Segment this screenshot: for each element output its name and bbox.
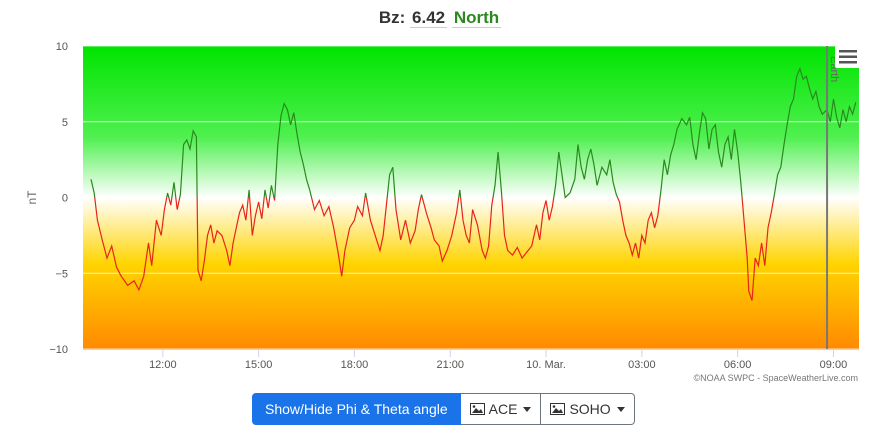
bz-direction: North [451,8,502,28]
image-icon [469,403,485,415]
chart-menu-button[interactable] [835,46,861,68]
x-tick-label: 10. Mar. [526,359,566,371]
y-axis-ticks: 10 5 0 −5 −10 [49,41,68,356]
bz-chart: 10 5 0 −5 −10 12:00 15:00 18:00 21:00 10. Mar. 03… [25,41,859,383]
ace-label: ACE [488,401,518,417]
x-tick-label: 18:00 [341,359,369,371]
y-tick-label: 5 [62,117,68,129]
bz-series-north [90,66,857,198]
toggle-angles-label: Show/Hide Phi & Theta angle [265,401,448,417]
x-tick-label: 12:00 [149,359,177,371]
x-tick-label: 09:00 [820,359,848,371]
bz-label: Bz: [378,8,406,27]
y-tick-label: 10 [56,41,68,53]
x-tick-label: 21:00 [436,359,464,371]
bz-header: Bz: 6.42 North [0,8,880,28]
x-axis-ticks: 12:00 15:00 18:00 21:00 10. Mar. 03:00 06:00 09… [83,349,859,371]
y-axis-label: nT [25,190,39,205]
y-tick-label: 0 [62,193,68,205]
x-tick-label: 06:00 [724,359,752,371]
y-tick-label: −5 [55,268,68,280]
x-tick-label: 03:00 [628,359,656,371]
toggle-angles-button[interactable]: Show/Hide Phi & Theta angle [252,393,461,425]
y-tick-label: −10 [49,344,68,356]
hamburger-icon [839,50,857,64]
chevron-down-icon [523,406,532,412]
ace-dropdown-button[interactable]: ACE [460,393,542,425]
chart-controls: Show/Hide Phi & Theta angle ACE SOHO [252,393,635,425]
chevron-down-icon [616,406,625,412]
image-icon [550,403,566,415]
chart-credits: ©NOAA SWPC - SpaceWeatherLive.com [693,373,858,383]
bz-series-south [94,197,775,301]
soho-label: SOHO [569,401,611,417]
bz-value: 6.42 [410,8,448,28]
soho-dropdown-button[interactable]: SOHO [541,393,635,425]
x-tick-label: 15:00 [245,359,273,371]
